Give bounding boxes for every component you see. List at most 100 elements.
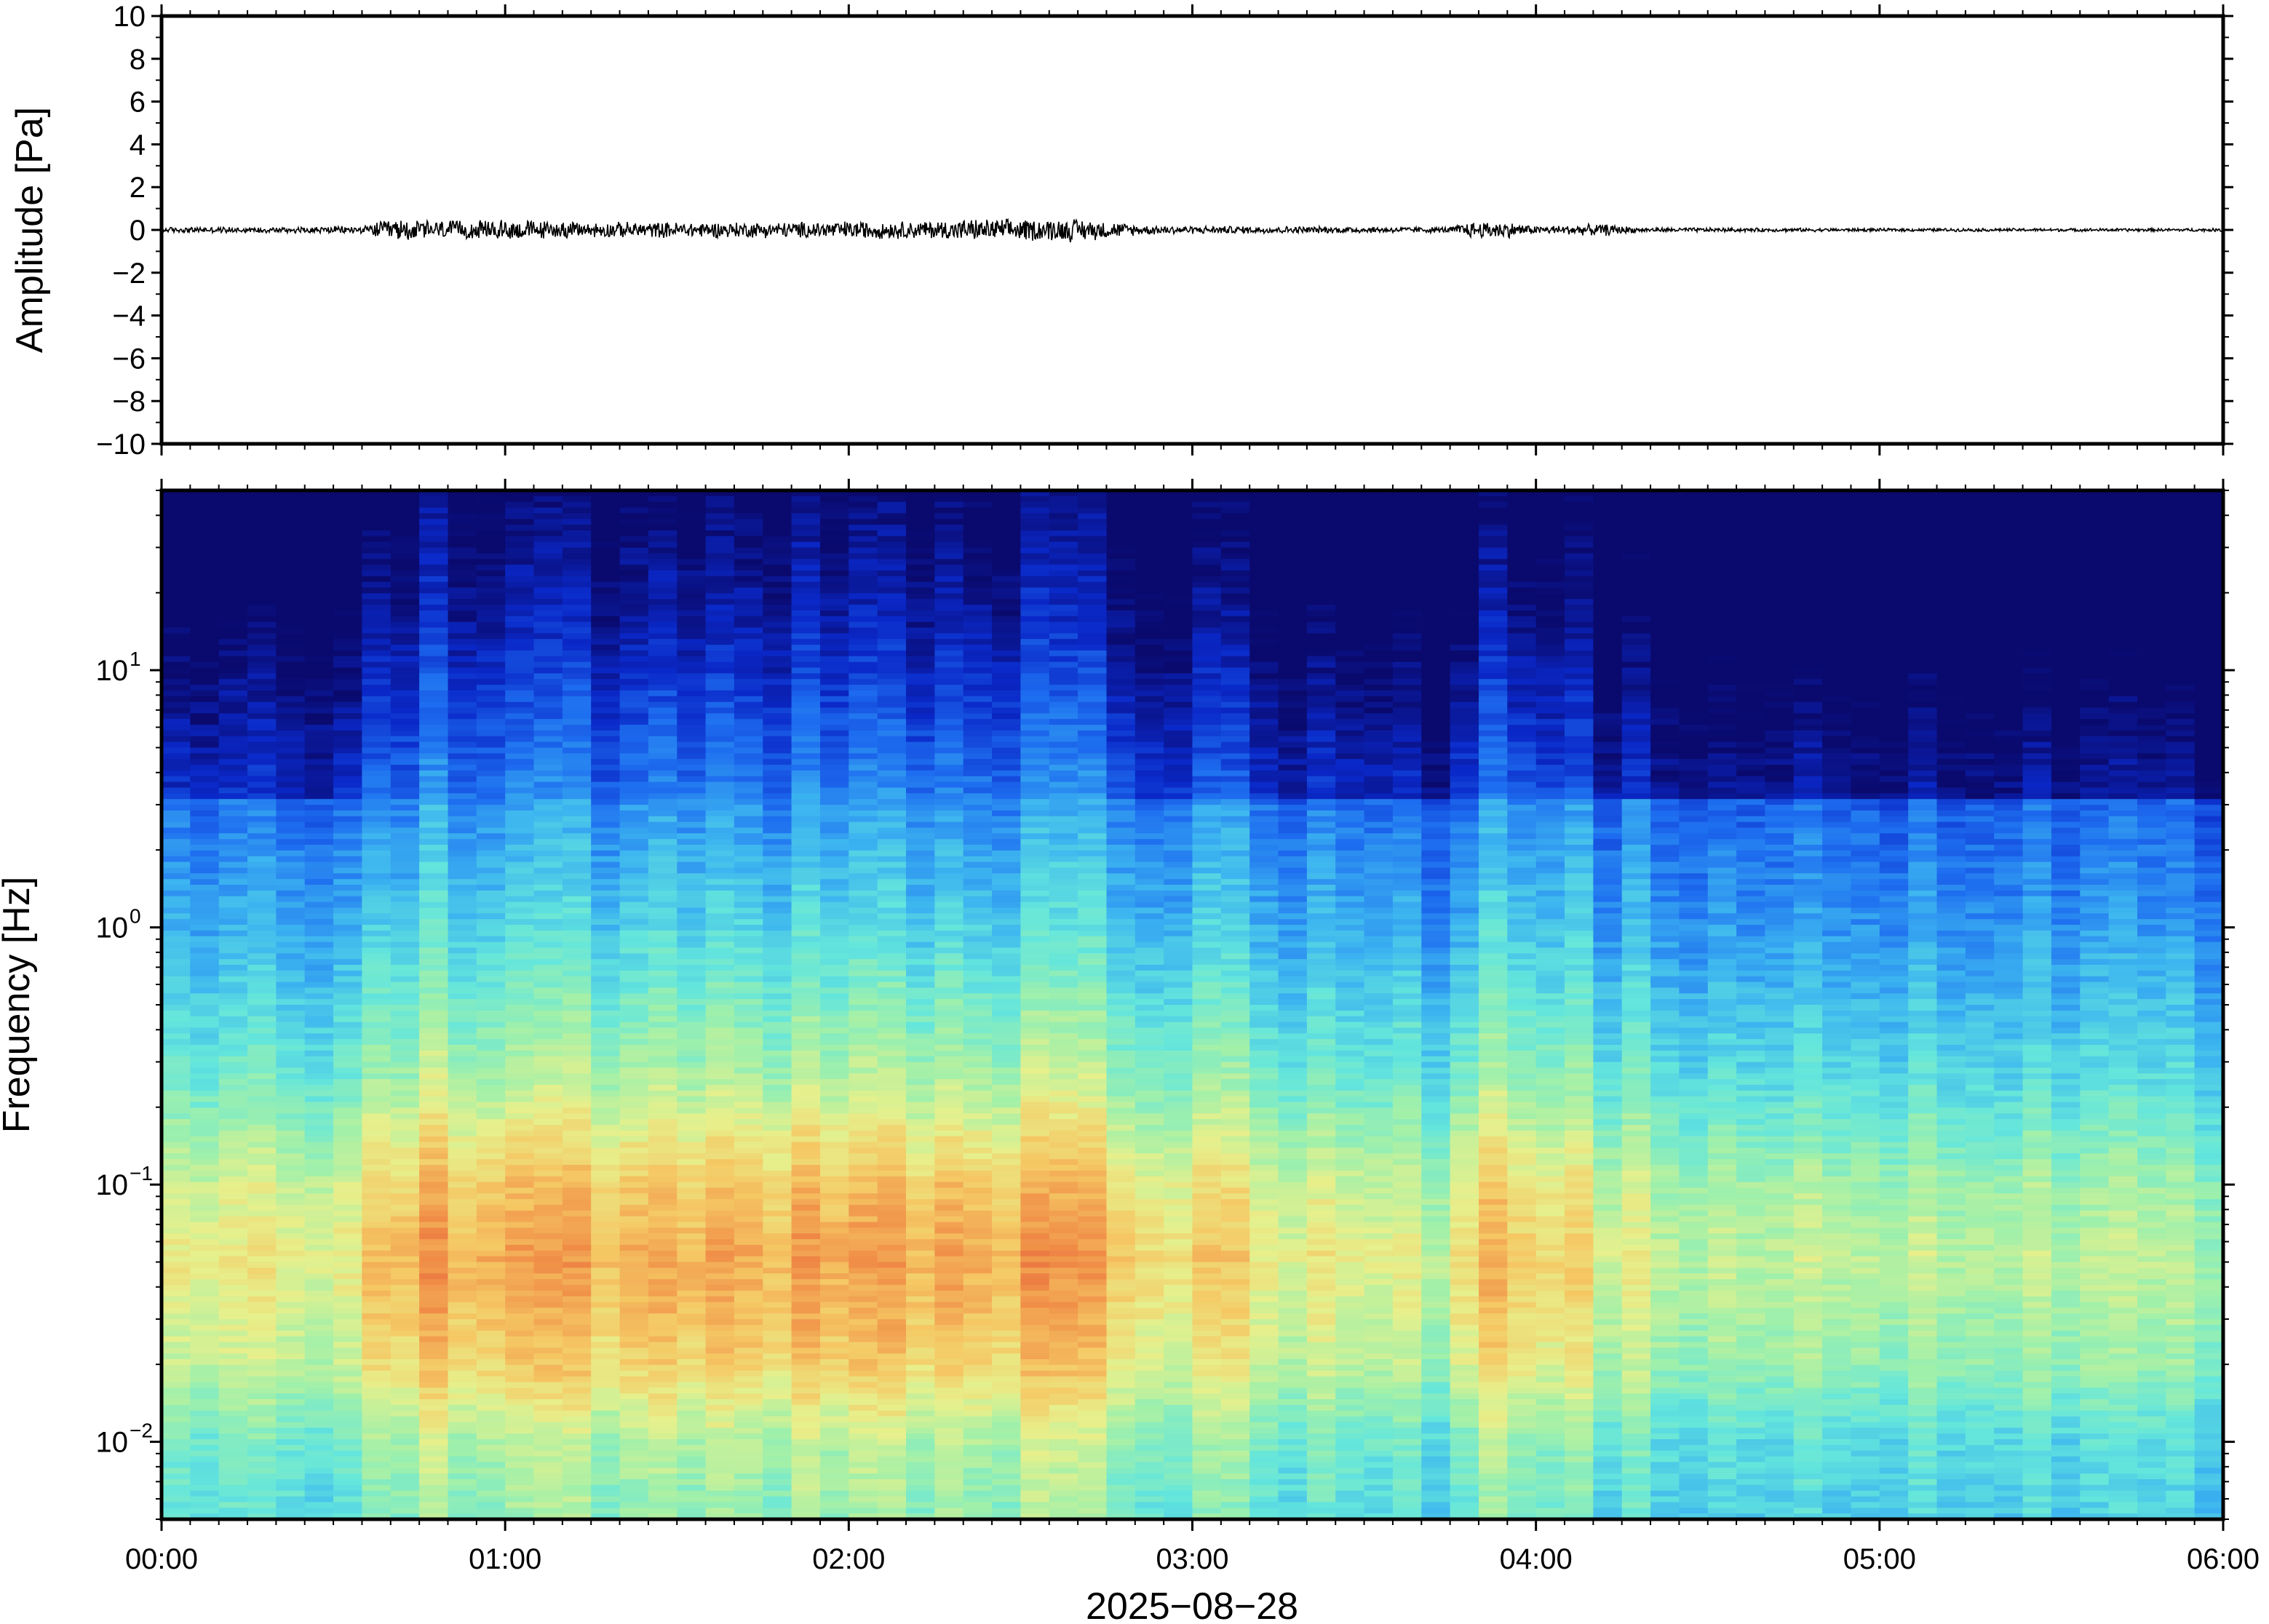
spectrogram-cell — [619, 1382, 649, 1389]
spectrogram-cell — [705, 1125, 735, 1131]
spectrogram-cell — [276, 1153, 306, 1160]
spectrogram-cell — [218, 1319, 248, 1326]
spectrogram-cell — [533, 821, 563, 829]
amplitude-tick-label: 6 — [130, 87, 146, 119]
spectrogram-cell — [333, 1244, 363, 1251]
spectrogram-cell — [333, 547, 363, 554]
spectrogram-cell — [849, 605, 878, 611]
spectrogram-cell — [591, 1348, 621, 1354]
spectrogram-cell — [190, 901, 220, 909]
spectrogram-cell — [591, 1296, 621, 1303]
spectrogram-cell — [162, 850, 191, 857]
spectrogram-cell — [505, 1165, 535, 1171]
spectrogram-cell — [763, 901, 792, 909]
spectrogram-heatmap — [162, 490, 2223, 1519]
spectrogram-cell — [476, 633, 506, 640]
spectrogram-cell — [448, 1062, 477, 1069]
spectrogram-cell — [448, 1130, 477, 1137]
spectrogram-cell — [734, 919, 763, 926]
spectrogram-cell — [591, 490, 621, 497]
spectrogram-cell — [791, 1244, 821, 1251]
spectrogram-cell — [791, 1262, 821, 1269]
spectrogram-cell — [877, 719, 907, 725]
spectrogram-cell — [648, 565, 677, 571]
spectrogram-cell — [877, 1210, 907, 1217]
spectrogram-cell — [849, 1444, 878, 1452]
spectrogram-cell — [419, 1170, 449, 1177]
spectrogram-cell — [505, 519, 535, 525]
spectrogram-cell — [276, 1067, 306, 1075]
spectrogram-cell — [562, 1210, 592, 1217]
spectrogram-cell — [820, 1187, 850, 1195]
spectrogram-cell — [162, 576, 191, 583]
spectrogram-cell — [591, 679, 621, 685]
spectrogram-cell — [677, 821, 707, 829]
spectrogram-cell — [705, 947, 735, 955]
spectrogram-cell — [763, 1096, 792, 1103]
spectrogram-cell — [448, 553, 477, 560]
spectrogram-cell — [734, 1307, 763, 1314]
spectrogram-cell — [419, 490, 449, 497]
spectrogram-cell — [333, 1136, 363, 1143]
spectrogram-cell — [276, 587, 306, 594]
spectrogram-cell — [877, 787, 907, 795]
spectrogram-cell — [705, 673, 735, 680]
spectrogram-cell — [247, 541, 277, 549]
spectrogram-cell — [906, 976, 936, 983]
spectrogram-cell — [705, 1319, 735, 1326]
spectrogram-cell — [677, 645, 707, 651]
spectrogram-cell — [619, 1330, 649, 1337]
spectrogram-cell — [763, 645, 792, 651]
spectrogram-cell — [705, 1324, 735, 1332]
spectrogram-cell — [362, 1508, 392, 1514]
spectrogram-cell — [820, 673, 850, 680]
spectrogram-cell — [705, 1119, 735, 1126]
spectrogram-cell — [533, 1010, 563, 1017]
spectrogram-cell — [591, 1159, 621, 1166]
spectrogram-cell — [362, 1262, 392, 1269]
spectrogram-cell — [763, 1462, 792, 1469]
spectrogram-cell — [533, 1187, 563, 1195]
spectrogram-cell — [906, 599, 936, 605]
spectrogram-cell — [390, 1324, 420, 1332]
spectrogram-cell — [591, 587, 621, 594]
spectrogram-cell — [419, 576, 449, 583]
spectrogram-cell — [362, 1050, 392, 1057]
spectrogram-cell — [448, 896, 477, 903]
spectrogram-cell — [333, 1193, 363, 1200]
spectrogram-cell — [276, 907, 306, 915]
spectrogram-cell — [533, 896, 563, 903]
spectrogram-cell — [218, 901, 248, 909]
spectrogram-cell — [476, 1439, 506, 1446]
spectrogram-cell — [648, 925, 677, 931]
spectrogram-cell — [162, 1456, 191, 1463]
spectrogram-cell — [247, 1462, 277, 1469]
spectrogram-cell — [390, 970, 420, 977]
spectrogram-cell — [362, 1513, 392, 1519]
spectrogram-cell — [390, 833, 420, 840]
spectrogram-cell — [419, 685, 449, 691]
spectrogram-cell — [648, 821, 677, 829]
spectrogram-cell — [247, 1307, 277, 1314]
spectrogram-cell — [247, 525, 277, 531]
spectrogram-cell — [533, 1393, 563, 1400]
spectrogram-cell — [763, 1450, 792, 1457]
spectrogram-cell — [247, 1210, 277, 1217]
spectrogram-cell — [734, 1079, 763, 1086]
spectrogram-cell — [619, 690, 649, 697]
spectrogram-cell — [906, 667, 936, 674]
spectrogram-cell — [791, 1216, 821, 1223]
spectrogram-cell — [448, 1410, 477, 1417]
spectrogram-cell — [505, 1159, 535, 1166]
spectrogram-cell — [362, 759, 392, 765]
spectrogram-cell — [849, 1176, 878, 1183]
spectrogram-cell — [791, 593, 821, 600]
spectrogram-cell — [591, 1033, 621, 1040]
spectrogram-cell — [362, 547, 392, 554]
spectrogram-cell — [791, 987, 821, 995]
spectrogram-cell — [763, 661, 792, 669]
spectrogram-cell — [734, 753, 763, 760]
spectrogram-cell — [648, 1250, 677, 1257]
spectrogram-cell — [591, 725, 621, 731]
spectrogram-cell — [877, 833, 907, 840]
